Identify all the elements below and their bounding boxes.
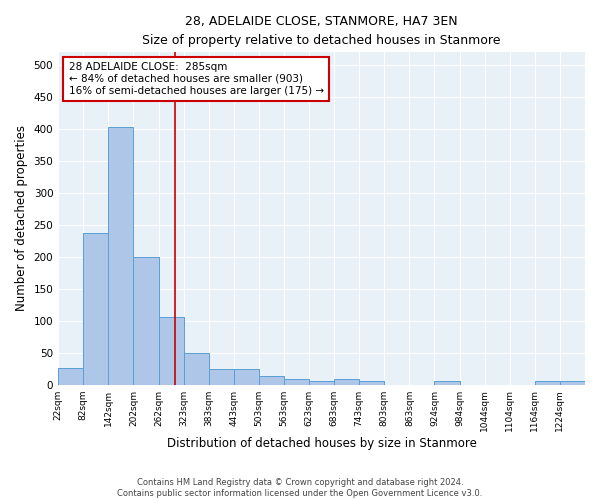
Bar bbox=[284, 380, 309, 384]
Bar bbox=[535, 382, 560, 384]
Bar bbox=[234, 368, 259, 384]
Bar bbox=[209, 368, 234, 384]
Bar bbox=[309, 382, 334, 384]
Text: 28 ADELAIDE CLOSE:  285sqm
← 84% of detached houses are smaller (903)
16% of sem: 28 ADELAIDE CLOSE: 285sqm ← 84% of detac… bbox=[69, 62, 324, 96]
Title: 28, ADELAIDE CLOSE, STANMORE, HA7 3EN
Size of property relative to detached hous: 28, ADELAIDE CLOSE, STANMORE, HA7 3EN Si… bbox=[142, 15, 501, 47]
Bar bbox=[83, 232, 109, 384]
Y-axis label: Number of detached properties: Number of detached properties bbox=[15, 126, 28, 312]
Bar bbox=[184, 354, 209, 384]
Bar bbox=[158, 318, 184, 384]
Bar bbox=[58, 368, 83, 384]
Bar bbox=[434, 382, 460, 384]
Text: Contains HM Land Registry data © Crown copyright and database right 2024.
Contai: Contains HM Land Registry data © Crown c… bbox=[118, 478, 482, 498]
Bar bbox=[133, 257, 158, 384]
Bar bbox=[334, 380, 359, 384]
Bar bbox=[560, 382, 585, 384]
Bar bbox=[109, 127, 133, 384]
X-axis label: Distribution of detached houses by size in Stanmore: Distribution of detached houses by size … bbox=[167, 437, 476, 450]
Bar bbox=[359, 382, 385, 384]
Bar bbox=[259, 376, 284, 384]
